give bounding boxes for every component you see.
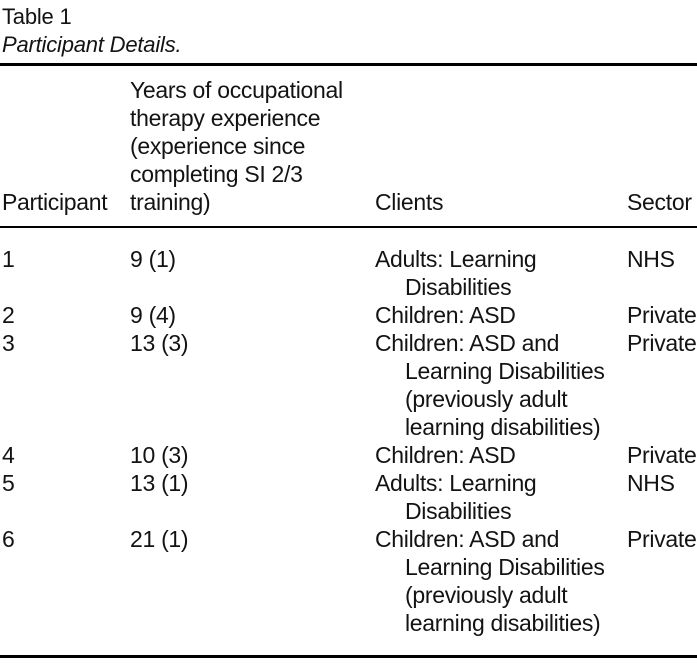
participant-cell: 3 [2,330,15,356]
clients-cell: Children: ASD [375,302,516,328]
clients-cell: Adults: Learning Disabilities [375,246,537,300]
experience-cell: 9 (1) [130,246,176,272]
experience-cell: 21 (1) [130,526,189,552]
table-row: 2 9 (4) Children: ASD Private [0,301,697,329]
clients-cell: Children: ASD [375,442,516,468]
table-row: 5 13 (1) Adults: Learning Disabilities N… [0,469,697,525]
column-header-sector: Sector [627,64,697,228]
column-header-participant: Participant [0,64,130,228]
experience-cell: 13 (1) [130,470,189,496]
participant-cell: 6 [2,526,15,552]
experience-cell: 9 (4) [130,302,176,328]
sector-cell: NHS [627,470,675,496]
table-body: 1 9 (1) Adults: Learning Disabilities NH… [0,227,697,657]
participant-cell: 4 [2,442,15,468]
clients-cell: Children: ASD and Learning Disabilities … [375,330,605,440]
table-row: 4 10 (3) Children: ASD Private [0,441,697,469]
sector-cell: Private [627,526,697,552]
participant-cell: 1 [2,246,15,272]
experience-cell: 10 (3) [130,442,189,468]
clients-cell: Adults: Learning Disabilities [375,470,537,524]
participant-cell: 5 [2,470,15,496]
participant-cell: 2 [2,302,15,328]
clients-cell: Children: ASD and Learning Disabilities … [375,526,605,636]
sector-cell: Private [627,302,697,328]
participant-details-table: Participant Years of occupational therap… [0,63,697,658]
table-row: 1 9 (1) Adults: Learning Disabilities NH… [0,227,697,301]
table-number: Table 1 [2,4,72,29]
table-title-block: Table 1 Participant Details. [0,0,697,59]
sector-cell: NHS [627,246,675,272]
table-row: 3 13 (3) Children: ASD and Learning Disa… [0,329,697,441]
experience-cell: 13 (3) [130,330,189,356]
header-row: Participant Years of occupational therap… [0,64,697,228]
table-row: 6 21 (1) Children: ASD and Learning Disa… [0,525,697,657]
table-caption: Participant Details. [2,32,182,57]
column-header-experience: Years of occupational therapy experience… [130,64,375,228]
sector-cell: Private [627,330,697,356]
table-header: Participant Years of occupational therap… [0,64,697,228]
sector-cell: Private [627,442,697,468]
column-header-clients: Clients [375,64,627,228]
